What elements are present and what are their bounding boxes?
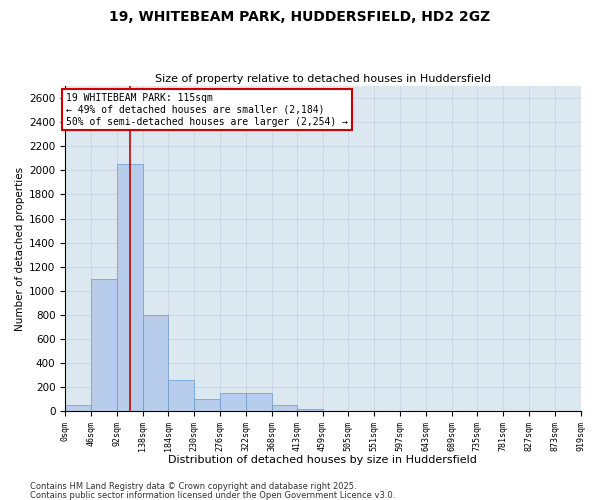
Bar xyxy=(272,405,298,411)
Bar xyxy=(220,393,246,411)
Bar xyxy=(117,164,143,411)
Bar xyxy=(246,393,272,411)
Bar xyxy=(91,278,117,411)
X-axis label: Distribution of detached houses by size in Huddersfield: Distribution of detached houses by size … xyxy=(169,455,477,465)
Bar xyxy=(194,399,220,411)
Text: Contains public sector information licensed under the Open Government Licence v3: Contains public sector information licen… xyxy=(30,490,395,500)
Text: 19, WHITEBEAM PARK, HUDDERSFIELD, HD2 2GZ: 19, WHITEBEAM PARK, HUDDERSFIELD, HD2 2G… xyxy=(109,10,491,24)
Bar xyxy=(65,405,91,411)
Y-axis label: Number of detached properties: Number of detached properties xyxy=(15,166,25,330)
Text: Contains HM Land Registry data © Crown copyright and database right 2025.: Contains HM Land Registry data © Crown c… xyxy=(30,482,356,491)
Bar xyxy=(297,408,323,411)
Bar xyxy=(143,315,169,411)
Title: Size of property relative to detached houses in Huddersfield: Size of property relative to detached ho… xyxy=(155,74,491,84)
Text: 19 WHITEBEAM PARK: 115sqm
← 49% of detached houses are smaller (2,184)
50% of se: 19 WHITEBEAM PARK: 115sqm ← 49% of detac… xyxy=(66,94,348,126)
Bar xyxy=(169,380,194,411)
